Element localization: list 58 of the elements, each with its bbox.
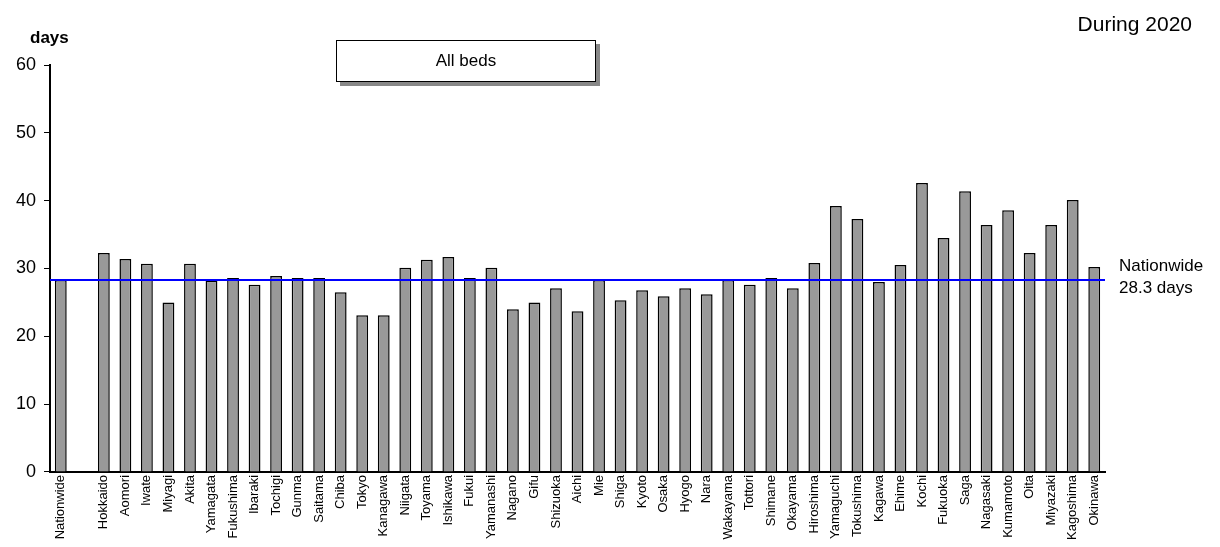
x-tick-label: Tochigi — [267, 474, 283, 516]
x-tick-label: Ishikawa — [439, 474, 455, 526]
x-tick-label: Nara — [698, 474, 714, 504]
x-tick-label: Kochi — [913, 474, 929, 508]
x-tick-label: Aichi — [569, 474, 585, 504]
x-tick-label: Akita — [181, 474, 197, 504]
x-tick-label: Saitama — [310, 474, 326, 523]
x-tick-label: Yamanashi — [482, 474, 498, 540]
y-tick-label: 0 — [26, 460, 37, 481]
x-tick-label: Yamagata — [203, 474, 219, 534]
x-tick-label: Saga — [956, 474, 972, 506]
x-tick-label: Wakayama — [719, 474, 735, 540]
y-tick-label: 60 — [15, 53, 37, 74]
x-tick-label: Niigata — [396, 474, 412, 516]
x-tick-label: Miyagi — [160, 474, 176, 513]
text: During 2020 — [1077, 12, 1192, 36]
x-tick-label: Ehime — [892, 474, 908, 512]
x-tick-label: Ibaraki — [246, 474, 262, 514]
x-tick-label: Tokyo — [353, 474, 369, 509]
y-tick-label: 10 — [15, 393, 37, 414]
x-tick-label: Kagawa — [870, 474, 886, 522]
x-tick-label: Iwate — [138, 474, 154, 507]
x-tick-label: Nagasaki — [978, 474, 994, 530]
x-tick-label: Nagano — [504, 474, 520, 521]
x-tick-label: Fukushima — [224, 474, 240, 539]
x-tick-label: Osaka — [655, 474, 671, 513]
x-tick-label: Yamaguchi — [827, 474, 843, 540]
x-tick-label: Gifu — [526, 474, 542, 499]
x-tick-label: Fukuoka — [935, 474, 951, 525]
x-tick-label: Mie — [590, 474, 606, 496]
x-tick-label: Shizuoka — [547, 474, 563, 529]
x-tick-label: Chiba — [332, 474, 348, 509]
x-tick-label: Aomori — [116, 474, 132, 517]
x-tick-label: Nationwide — [52, 474, 68, 540]
y-tick-label: 50 — [15, 121, 37, 142]
x-tick-label: Okinawa — [1085, 474, 1101, 526]
y-tick-label: 20 — [15, 325, 37, 346]
y-tick-label: 30 — [15, 257, 37, 278]
x-tick-label: Shiga — [612, 474, 628, 509]
x-tick-label: Tokushima — [848, 474, 864, 538]
x-tick-label: Gunma — [289, 474, 305, 518]
x-tick-label: Fukui — [461, 474, 477, 507]
y-axis-title: days — [30, 28, 69, 48]
x-tick-label: Miyazaki — [1042, 474, 1058, 526]
x-tick-label: Tottori — [741, 474, 757, 511]
x-tick-label: Oita — [1021, 474, 1037, 499]
x-tick-label: Toyama — [418, 474, 434, 521]
x-tick-label: Hiroshima — [805, 474, 821, 534]
x-tick-label: Okayama — [784, 474, 800, 531]
y-tick-label: 40 — [15, 189, 37, 210]
x-tick-label: Hokkaido — [95, 474, 111, 530]
ref-line-label: Nationwide 28.3 days — [1119, 255, 1204, 297]
x-tick-label: Kyoto — [633, 474, 649, 509]
x-tick-label: Kumamoto — [999, 474, 1015, 538]
x-tick-label: Kanagawa — [375, 474, 391, 537]
x-tick-label: Shimane — [762, 474, 778, 527]
x-tick-label: Hyogo — [676, 474, 692, 513]
x-tick-label: Kagoshima — [1064, 474, 1080, 541]
